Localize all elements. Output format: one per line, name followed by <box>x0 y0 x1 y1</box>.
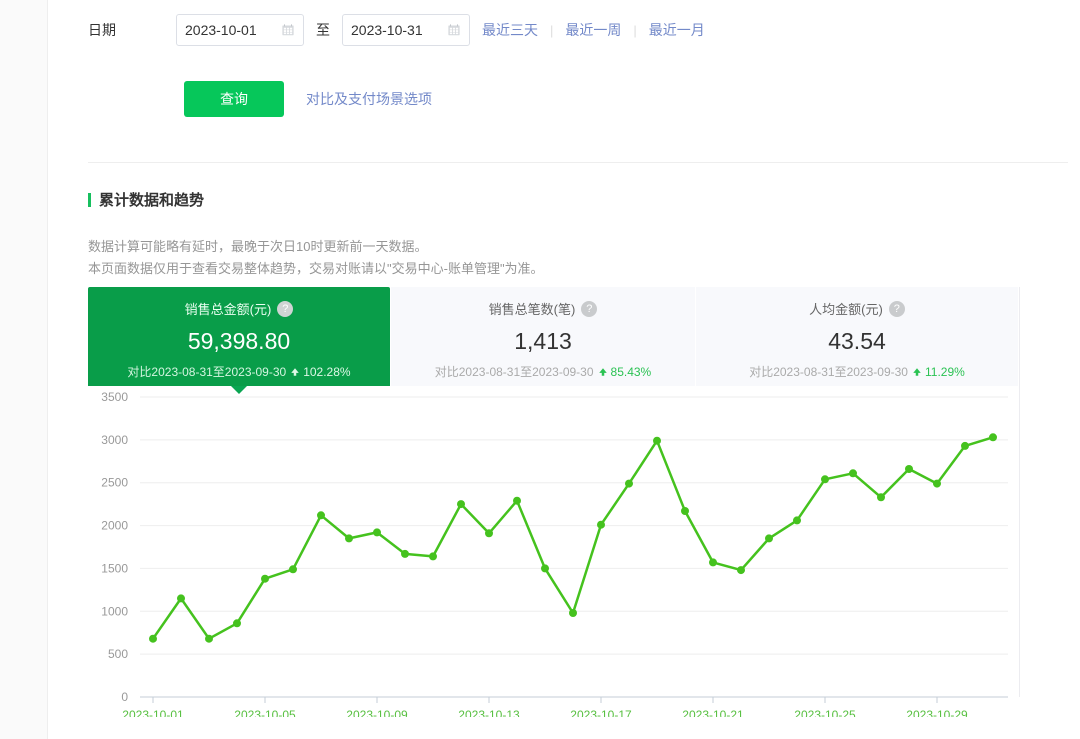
svg-text:2023-10-17: 2023-10-17 <box>570 708 632 717</box>
svg-text:2023-10-01: 2023-10-01 <box>122 708 184 717</box>
svg-text:1000: 1000 <box>101 604 128 618</box>
svg-text:500: 500 <box>108 647 128 661</box>
svg-text:2023-10-05: 2023-10-05 <box>234 708 296 717</box>
svg-text:3000: 3000 <box>101 433 128 447</box>
svg-text:2023-10-25: 2023-10-25 <box>794 708 856 717</box>
svg-text:2023-10-13: 2023-10-13 <box>458 708 520 717</box>
svg-text:2023-10-21: 2023-10-21 <box>682 708 744 717</box>
svg-text:1500: 1500 <box>101 561 128 575</box>
svg-text:2023-10-29: 2023-10-29 <box>906 708 968 717</box>
svg-text:3500: 3500 <box>101 390 128 404</box>
svg-text:2500: 2500 <box>101 475 128 489</box>
svg-text:2000: 2000 <box>101 518 128 532</box>
svg-text:2023-10-09: 2023-10-09 <box>346 708 408 717</box>
svg-text:0: 0 <box>121 690 128 704</box>
